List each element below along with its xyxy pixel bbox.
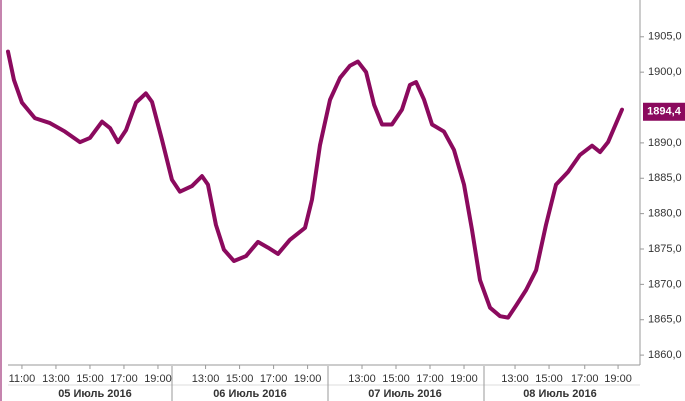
price-line <box>6 49 624 320</box>
last-price-label: 1894,4 <box>647 106 682 118</box>
day-label: 08 Июль 2016 <box>523 388 597 400</box>
y-tick-label: 1860,0 <box>648 349 682 361</box>
y-tick-label: 1905,0 <box>648 31 682 43</box>
x-tick-label: 15:00 <box>382 373 410 385</box>
x-tick-label: 15:00 <box>226 373 254 385</box>
last-price-box <box>643 102 685 121</box>
x-tick-label: 11:00 <box>9 373 36 385</box>
x-tick-label: 15:00 <box>535 373 563 385</box>
x-tick-label: 17:00 <box>416 373 444 385</box>
x-tick-label: 19:00 <box>294 373 322 385</box>
x-tick-label: 17:00 <box>110 373 138 385</box>
y-tick-label: 1900,0 <box>648 66 682 78</box>
x-tick-label: 15:00 <box>76 373 104 385</box>
x-tick-label: 13:00 <box>42 373 70 385</box>
y-tick-label: 1865,0 <box>648 314 682 326</box>
y-tick-label: 1880,0 <box>648 208 682 220</box>
day-label: 05 Июль 2016 <box>58 388 132 400</box>
x-tick-label: 17:00 <box>260 373 288 385</box>
x-tick-label: 13:00 <box>348 373 376 385</box>
x-tick-label: 13:00 <box>501 373 529 385</box>
day-label: 06 Июль 2016 <box>213 388 287 400</box>
y-tick-label: 1870,0 <box>648 278 682 290</box>
x-tick-label: 19:00 <box>144 373 172 385</box>
day-label: 07 Июль 2016 <box>368 388 442 400</box>
y-tick-label: 1875,0 <box>648 243 682 255</box>
y-tick-label: 1885,0 <box>648 172 682 184</box>
x-tick-label: 19:00 <box>604 373 632 385</box>
x-tick-label: 13:00 <box>192 373 220 385</box>
y-tick-label: 1890,0 <box>648 137 682 149</box>
x-tick-label: 19:00 <box>450 373 478 385</box>
x-tick-label: 17:00 <box>571 373 599 385</box>
